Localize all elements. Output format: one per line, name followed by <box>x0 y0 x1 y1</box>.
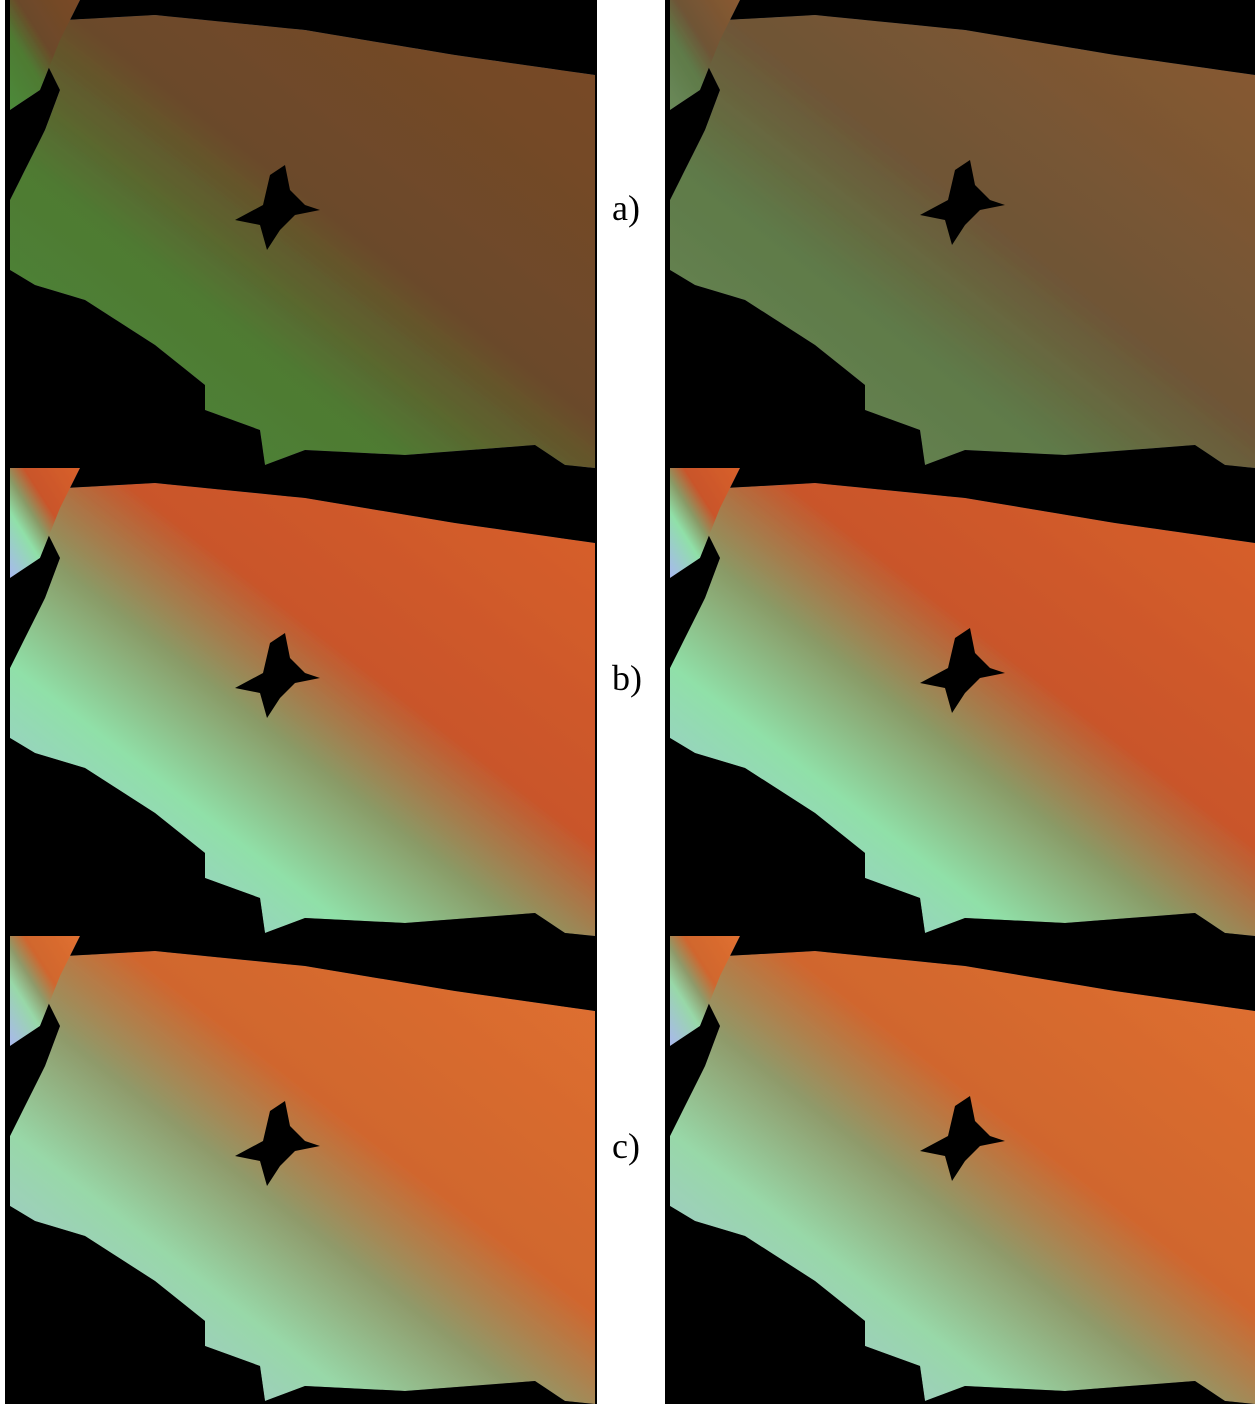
panel-label: c) <box>612 1126 640 1166</box>
panel-label: a) <box>612 188 640 228</box>
panel-label: b) <box>612 658 642 698</box>
figure: a) b) c) <box>0 0 1260 1405</box>
